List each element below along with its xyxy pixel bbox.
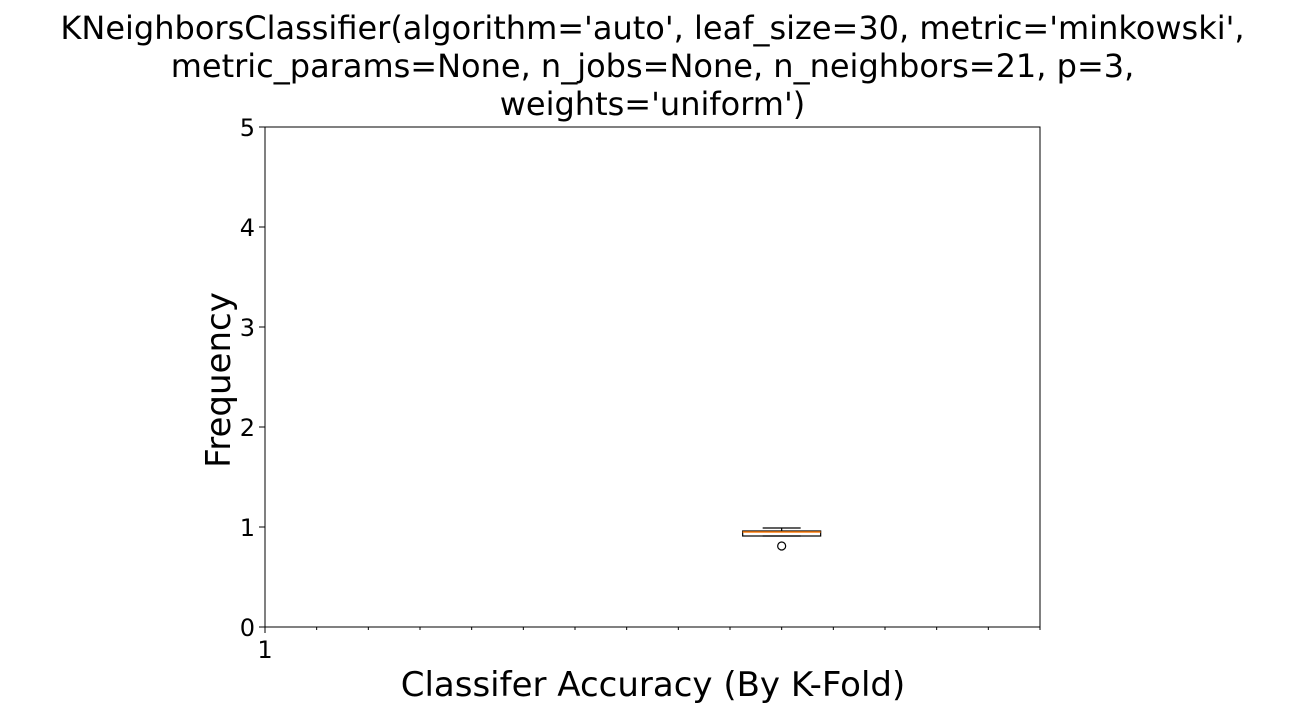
plot-area-frame (264, 126, 1041, 628)
y-axis-label: Frequency (199, 292, 239, 468)
x-tick-label: 1 (257, 636, 272, 664)
chart-title-line-1: KNeighborsClassifier(algorithm='auto', l… (60, 9, 1245, 47)
y-tick-label: 1 (240, 514, 255, 542)
chart-title-line-3: weights='uniform') (499, 85, 806, 123)
box-plot (742, 527, 822, 551)
box-iqr (742, 530, 822, 537)
y-tick-label: 3 (240, 314, 255, 342)
x-minor-ticks (264, 627, 1041, 633)
y-tick-label: 2 (240, 414, 255, 442)
y-tick-label: 0 (240, 614, 255, 642)
x-axis-label: Classifer Accuracy (By K-Fold) (401, 665, 906, 705)
y-tick-label: 5 (240, 114, 255, 142)
y-tick-label: 4 (240, 214, 255, 242)
chart-title-line-2: metric_params=None, n_jobs=None, n_neigh… (170, 47, 1135, 85)
outlier-point (777, 541, 787, 551)
y-axis-ticks: 0 1 2 3 4 5 (240, 114, 265, 642)
